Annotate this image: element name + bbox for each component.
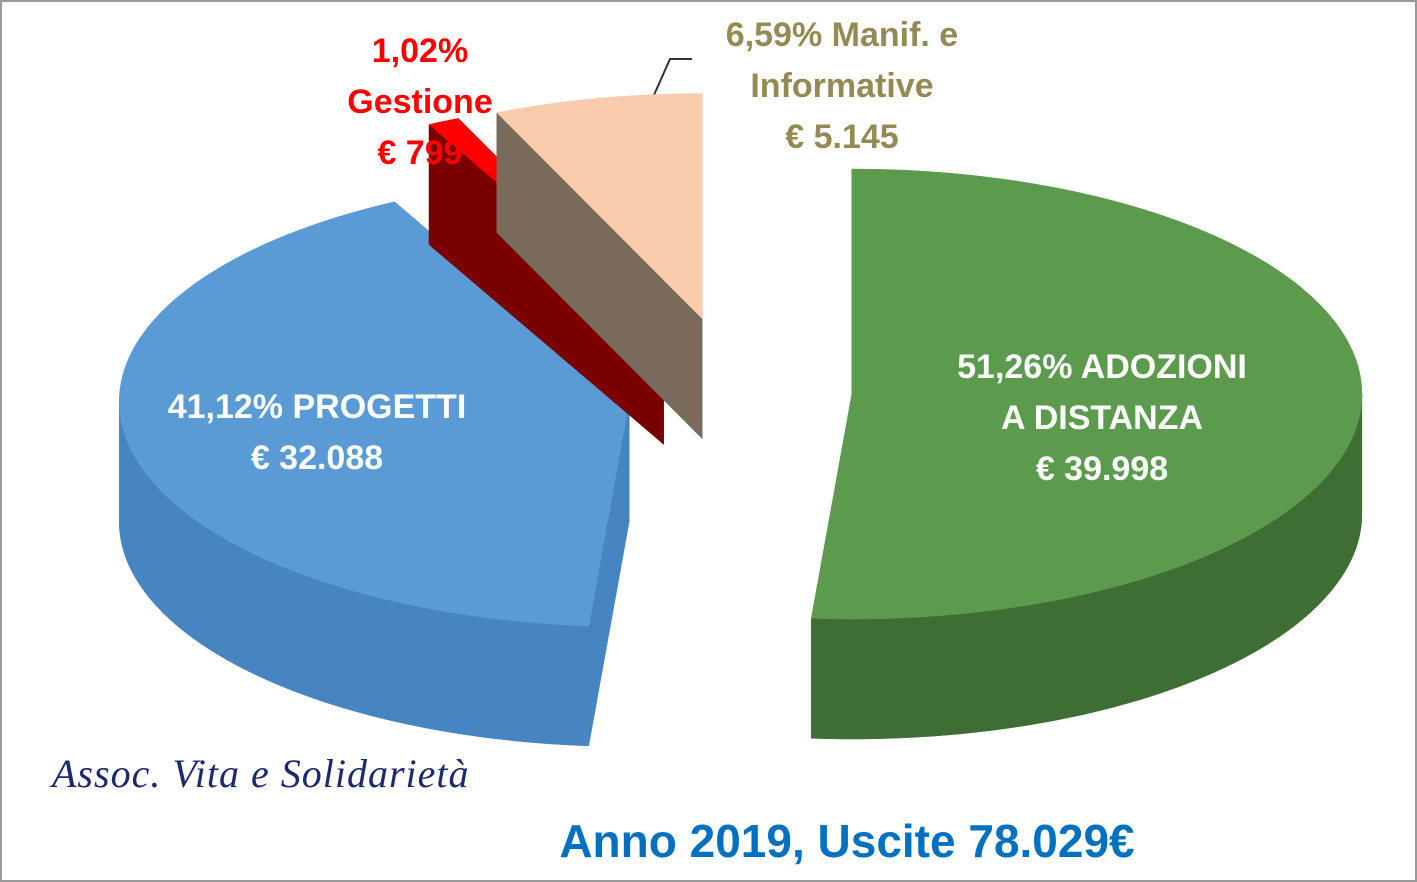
category-label: Gestione: [347, 83, 493, 121]
slice: [118, 201, 630, 627]
slice-label: 6,59% Manif. e Informative € 5.145: [682, 10, 1002, 163]
chart-title: Anno 2019, Uscite 78.029€: [559, 815, 1135, 867]
watermark: Assoc. Vita e Solidarietà: [52, 751, 470, 796]
slice: [811, 168, 1363, 620]
value-label: 51,26%: [957, 348, 1073, 386]
category-label: Manif. e Informative: [750, 16, 959, 105]
value-label: 1,02%: [371, 32, 469, 70]
category-label: ADOZIONI A DISTANZA: [1000, 348, 1247, 437]
category-label: PROGETTI: [292, 388, 467, 426]
slice-label: 51,26% ADOZIONI A DISTANZA € 39.998: [942, 342, 1262, 495]
value-label: 6,59%: [725, 16, 823, 54]
amount-label: € 799: [377, 134, 463, 172]
slice-label: 41,12% PROGETTI € 32.088: [107, 382, 527, 484]
amount-label: € 39.998: [1035, 450, 1169, 488]
value-label: 41,12%: [167, 388, 284, 426]
slice: [496, 93, 703, 320]
amount-label: € 32.088: [250, 439, 384, 477]
amount-label: € 5.145: [785, 118, 899, 156]
slice-label: 1,02% Gestione € 799: [335, 26, 505, 179]
